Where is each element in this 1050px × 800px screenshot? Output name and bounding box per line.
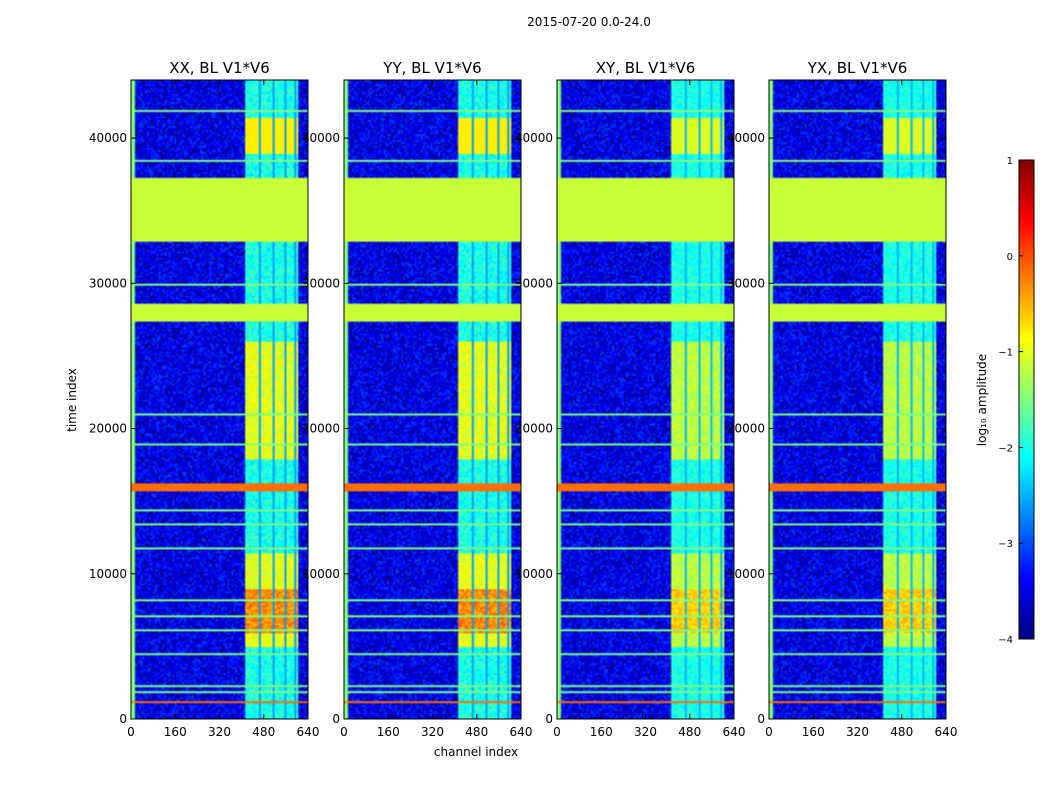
panel-title: XY, BL V1*V6 [596,59,696,77]
y-tick-label: 20000 [515,422,553,436]
x-tick-label: 320 [634,725,657,739]
x-tick-label: 160 [377,725,400,739]
y-tick-label: 10000 [302,567,340,581]
x-tick-label: 0 [553,725,561,739]
y-tick-label: 0 [119,712,127,726]
y-tick-label: 10000 [515,567,553,581]
x-tick-label: 480 [465,725,488,739]
x-tick-label: 480 [890,725,913,739]
colorbar-tick-label: −2 [998,443,1013,454]
y-tick-label: 40000 [89,131,127,145]
x-tick-label: 640 [723,725,746,739]
colorbar-tick-label: 0 [1007,252,1013,263]
x-tick-label: 320 [208,725,231,739]
y-tick-label: 30000 [89,276,127,290]
x-tick-label: 480 [678,725,701,739]
y-tick-label: 20000 [727,422,765,436]
colorbar: 1 0 −1 −2 −3 −4 log₁₀ amplitude [975,156,1035,646]
y-tick-label: 30000 [727,276,765,290]
y-tick-label: 0 [545,712,553,726]
panels: XX, BL V1*V6 0 160 320 480 640 0 10000 20000 3000… [89,59,958,739]
x-tick-label: 0 [340,725,348,739]
heatmap-image-xy [557,80,734,719]
colorbar-tick-label: 1 [1007,156,1013,167]
x-tick-label: 640 [935,725,958,739]
y-tick-label: 20000 [89,422,127,436]
panel-title: YX, BL V1*V6 [807,59,908,77]
y-tick-label: 20000 [302,422,340,436]
y-tick-label: 40000 [727,131,765,145]
heatmap-image-yx [769,80,946,719]
x-axis-label: channel index [434,745,518,759]
x-tick-label: 160 [164,725,187,739]
x-tick-label: 640 [510,725,533,739]
panel-xx: XX, BL V1*V6 0 160 320 480 640 0 10000 20000 3000… [89,59,320,739]
figure-title: 2015-07-20 0.0-24.0 [527,15,651,29]
y-tick-label: 30000 [515,276,553,290]
x-tick-label: 320 [421,725,444,739]
y-tick-label: 40000 [302,131,340,145]
heatmap-image-xx [131,80,308,719]
y-axis-label: time index [65,368,79,432]
y-tick-label: 10000 [89,567,127,581]
panel-yy: YY, BL V1*V6 0 160 320 480 640 0 10000 20000 3000… [302,59,533,739]
x-tick-label: 160 [802,725,825,739]
colorbar-bar [1018,159,1035,640]
colorbar-tick-label: −4 [998,635,1013,646]
x-tick-label: 0 [765,725,773,739]
panel-title: XX, BL V1*V6 [169,59,270,77]
panel-yx: YX, BL V1*V6 0 160 320 480 640 0 10000 20000 3000… [727,59,958,739]
y-tick-label: 0 [757,712,765,726]
y-tick-label: 10000 [727,567,765,581]
x-tick-label: 640 [297,725,320,739]
panel-xy: XY, BL V1*V6 0 160 320 480 640 0 10000 20000 3000… [515,59,746,739]
panel-title: YY, BL V1*V6 [382,59,481,77]
y-tick-label: 0 [332,712,340,726]
x-tick-label: 0 [127,725,135,739]
colorbar-label: log₁₀ amplitude [975,354,989,446]
x-tick-label: 320 [846,725,869,739]
y-tick-label: 30000 [302,276,340,290]
heatmap-image-yy [344,80,521,719]
colorbar-tick-label: −3 [998,539,1013,550]
x-tick-label: 480 [252,725,275,739]
colorbar-tick-label: −1 [998,348,1013,359]
y-tick-label: 40000 [515,131,553,145]
x-tick-label: 160 [590,725,613,739]
